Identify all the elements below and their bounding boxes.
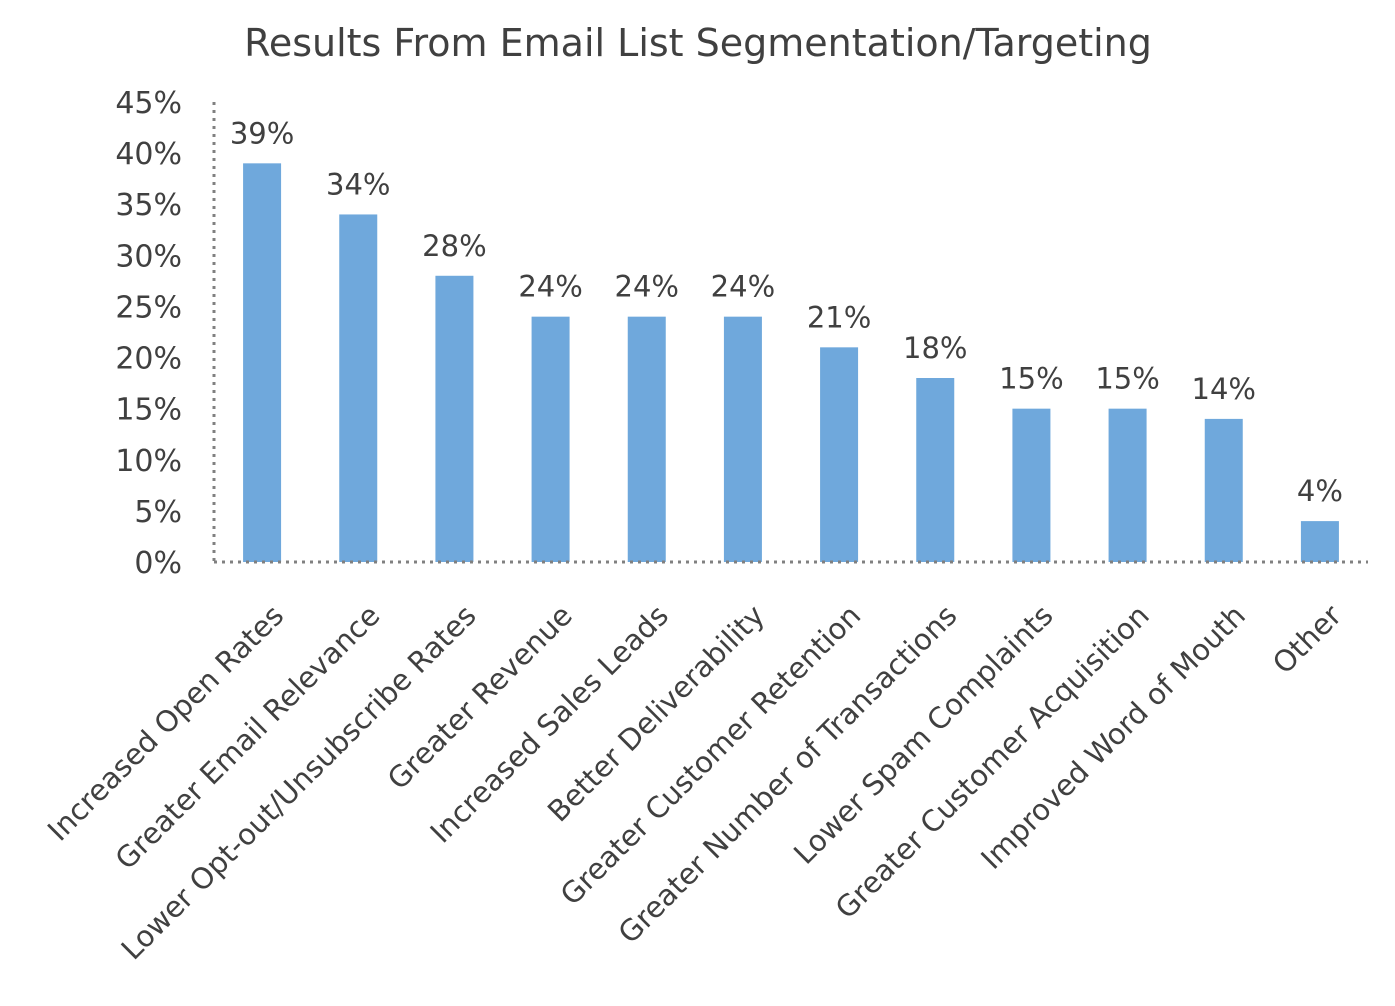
bar [339, 214, 378, 562]
data-label: 4% [1297, 474, 1343, 508]
bar [1204, 418, 1243, 562]
bar [435, 275, 474, 562]
bar [1108, 408, 1147, 562]
bar [627, 316, 666, 562]
x-tick-label: Greater Revenue [381, 598, 579, 796]
bar [243, 163, 282, 563]
chart-title: Results From Email List Segmentation/Tar… [244, 21, 1152, 65]
data-label: 28% [422, 229, 486, 263]
data-label: 21% [807, 300, 871, 334]
y-tick-label: 20% [115, 342, 182, 377]
bar [916, 378, 955, 562]
data-labels: 39% 34% 28% 24% 24% 24% 21% 18% 15% 15% 14% 4% [230, 116, 1343, 508]
y-tick-label: 0% [134, 546, 182, 581]
y-tick-label: 15% [115, 393, 182, 428]
bar [531, 316, 570, 562]
data-label: 24% [711, 270, 775, 304]
y-tick-label: 40% [115, 137, 182, 172]
data-label: 24% [615, 270, 679, 304]
bar [723, 316, 762, 562]
y-tick-label: 10% [115, 444, 182, 479]
data-label: 39% [230, 116, 294, 150]
data-label: 14% [1192, 372, 1256, 406]
data-label: 18% [903, 331, 967, 365]
x-tick-label: Other [1266, 598, 1348, 680]
y-tick-label: 35% [115, 188, 182, 223]
y-tick-label: 45% [115, 86, 182, 121]
y-axis-ticks: 0% 5% 10% 15% 20% 25% 30% 35% 40% 45% [115, 86, 182, 581]
x-tick-label: Greater Number of Transactions [612, 598, 964, 950]
y-tick-label: 5% [134, 495, 182, 530]
data-label: 15% [999, 362, 1063, 396]
y-tick-label: 25% [115, 290, 182, 325]
data-label: 34% [326, 167, 390, 201]
axes [212, 102, 1368, 564]
bars [243, 163, 1339, 563]
data-label: 15% [1095, 362, 1159, 396]
bar [820, 347, 859, 562]
x-tick-label: Lower Opt-out/Unsubscribe Rates [115, 598, 483, 966]
bar [1012, 408, 1051, 562]
data-label: 24% [518, 270, 582, 304]
bar [1300, 521, 1339, 562]
y-tick-label: 30% [115, 239, 182, 274]
